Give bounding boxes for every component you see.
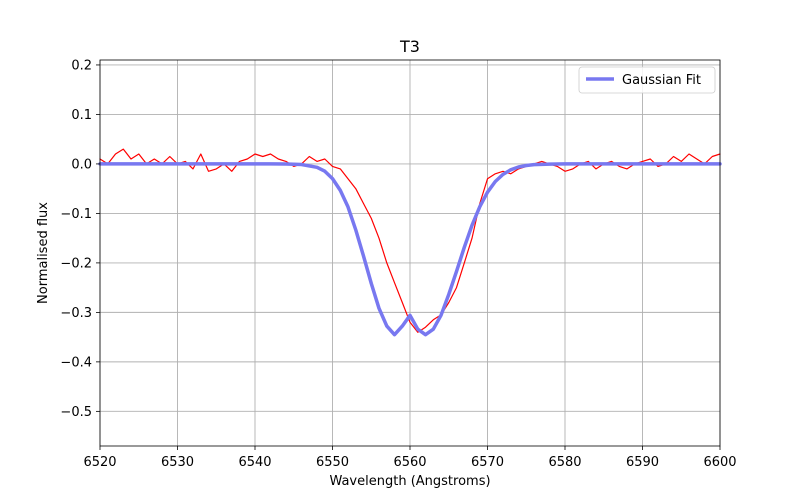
x-tick-label: 6590 (626, 455, 659, 470)
x-axis-label: Wavelength (Angstroms) (329, 474, 490, 489)
y-axis-ticks: 0.2 0.1 0.0 −0.1 −0.2 −0.3 −0.4 −0.5 (60, 58, 100, 420)
x-tick-label: 6550 (316, 455, 349, 470)
y-tick-label: −0.5 (60, 405, 92, 420)
x-axis-ticks: 6520 6530 6540 6550 6560 6570 6580 6590 6600 (83, 446, 737, 470)
gaussian-fit-line (98, 162, 722, 337)
y-tick-label: 0.1 (71, 108, 92, 123)
x-tick-label: 6580 (548, 455, 581, 470)
x-tick-label: 6560 (393, 455, 426, 470)
series-layer (98, 148, 722, 337)
x-tick-label: 6570 (471, 455, 504, 470)
y-tick-label: −0.1 (60, 207, 92, 222)
y-tick-label: 0.0 (71, 157, 92, 172)
y-axis-label: Normalised flux (36, 202, 51, 304)
legend-box (578, 66, 716, 94)
y-tick-label: −0.4 (60, 355, 92, 370)
x-tick-label: 6530 (161, 455, 194, 470)
y-tick-label: 0.2 (71, 58, 92, 73)
y-tick-label: −0.2 (60, 256, 92, 271)
chart-title: T3 (399, 37, 420, 56)
x-gridlines (99, 60, 721, 446)
legend: Gaussian Fit (578, 66, 716, 94)
x-tick-label: 6600 (703, 455, 736, 470)
y-tick-label: −0.3 (60, 306, 92, 321)
x-tick-label: 6520 (83, 455, 116, 470)
legend-label-gaussian-fit: Gaussian Fit (622, 73, 701, 88)
x-tick-label: 6540 (238, 455, 271, 470)
